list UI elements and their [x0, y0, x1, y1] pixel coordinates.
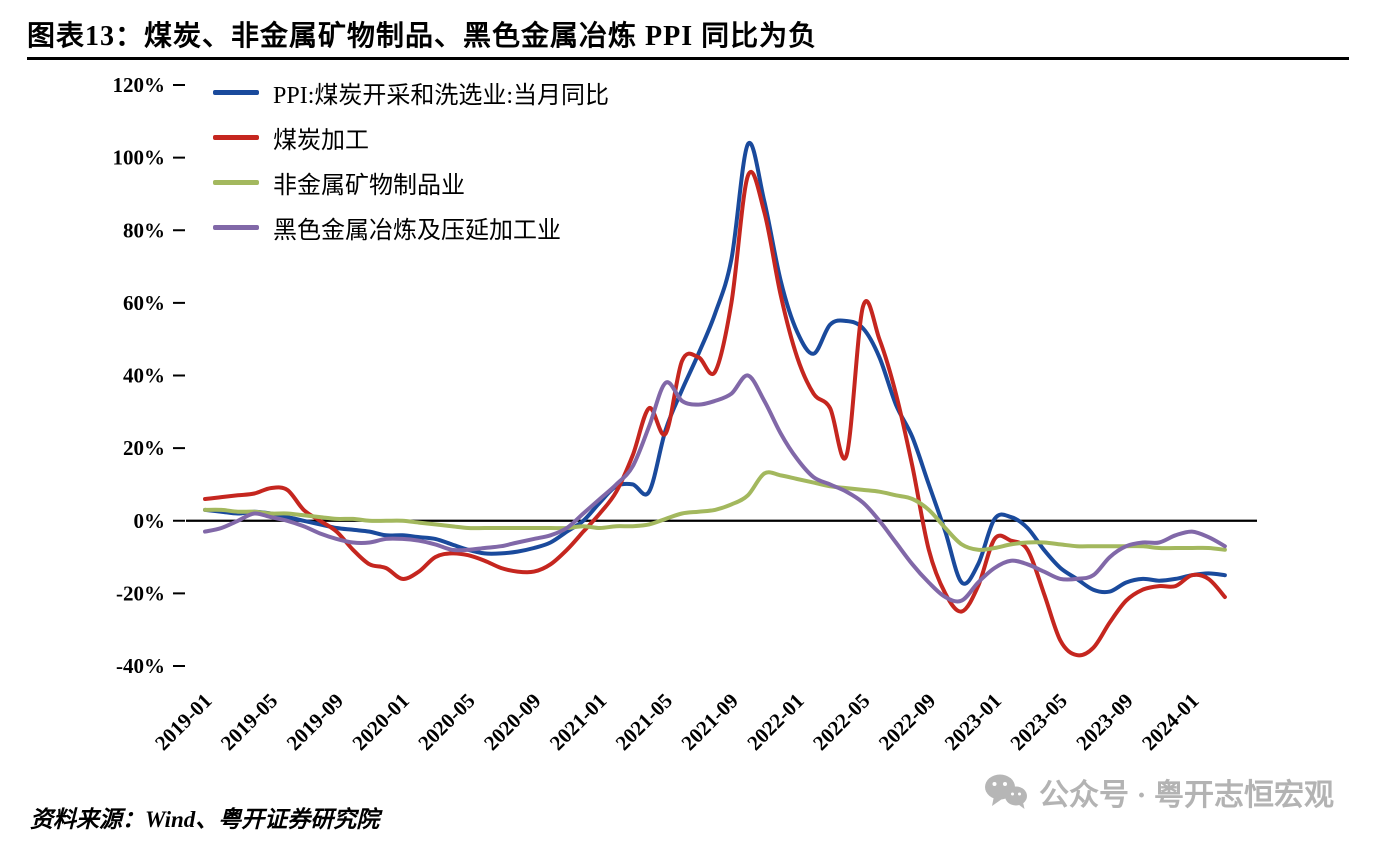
x-tick-label: 2023-05 — [1005, 689, 1071, 755]
watermark: 公众号 · 粤开志恒宏观 — [983, 770, 1334, 814]
y-tick-label: 20% — [123, 436, 165, 460]
y-tick-label: 100% — [113, 146, 166, 170]
legend-swatch-coal-mining — [213, 90, 259, 95]
x-tick-label: 2022-05 — [808, 689, 874, 755]
y-tick-label: -20% — [116, 581, 165, 605]
legend-swatch-nonmetal-minerals — [213, 180, 259, 185]
y-tick-label: 40% — [123, 364, 165, 388]
title-divider — [27, 57, 1349, 60]
y-tick-label: -40% — [116, 654, 165, 678]
legend-item-coal-processing: 煤炭加工 — [213, 121, 609, 154]
x-tick-label: 2021-05 — [611, 689, 677, 755]
x-tick-label: 2020-05 — [413, 689, 479, 755]
y-tick-label: 120% — [113, 73, 166, 97]
series-line-0 — [203, 140, 1227, 595]
x-tick-label: 2023-01 — [940, 689, 1006, 755]
x-tick-label: 2022-01 — [742, 689, 808, 755]
y-tick-label: 0% — [134, 509, 166, 533]
watermark-text: 公众号 · 粤开志恒宏观 — [1038, 779, 1334, 812]
x-tick-label: 2023-09 — [1071, 689, 1137, 755]
legend-label-coal-mining: PPI:煤炭开采和洗选业:当月同比 — [273, 83, 610, 109]
chart-title: 图表13：煤炭、非金属矿物制品、黑色金属冶炼 PPI 同比为负 — [27, 21, 818, 52]
source-note: 资料来源：Wind、粤开证券研究院 — [30, 807, 380, 832]
legend-swatch-coal-processing — [213, 135, 259, 140]
legend-label-coal-processing: 煤炭加工 — [273, 128, 369, 154]
legend-item-ferrous-smelting: 黑色金属冶炼及压延加工业 — [213, 211, 609, 244]
x-tick-label: 2020-09 — [479, 689, 545, 755]
y-tick-label: 80% — [123, 218, 165, 242]
series-line-1 — [203, 169, 1227, 658]
chart-legend: PPI:煤炭开采和洗选业:当月同比 煤炭加工 非金属矿物制品业 黑色金属冶炼及压… — [213, 76, 609, 244]
legend-item-nonmetal-minerals: 非金属矿物制品业 — [213, 166, 609, 199]
legend-label-nonmetal-minerals: 非金属矿物制品业 — [273, 173, 465, 199]
x-tick-label: 2022-09 — [874, 689, 940, 755]
series-line-3 — [203, 373, 1227, 604]
x-tick-label: 2024-01 — [1137, 689, 1203, 755]
x-tick-label: 2020-01 — [347, 689, 413, 755]
legend-item-coal-mining: PPI:煤炭开采和洗选业:当月同比 — [213, 76, 609, 109]
y-tick-label: 60% — [123, 291, 165, 315]
x-tick-label: 2019-09 — [282, 689, 348, 755]
legend-swatch-ferrous-smelting — [213, 225, 259, 230]
x-tick-label: 2021-01 — [545, 689, 611, 755]
series-line-2 — [203, 470, 1227, 552]
x-tick-label: 2019-05 — [216, 689, 282, 755]
x-tick-label: 2019-01 — [150, 689, 216, 755]
legend-label-ferrous-smelting: 黑色金属冶炼及压延加工业 — [273, 218, 561, 244]
x-tick-label: 2021-09 — [676, 689, 742, 755]
wechat-icon — [984, 774, 1027, 809]
